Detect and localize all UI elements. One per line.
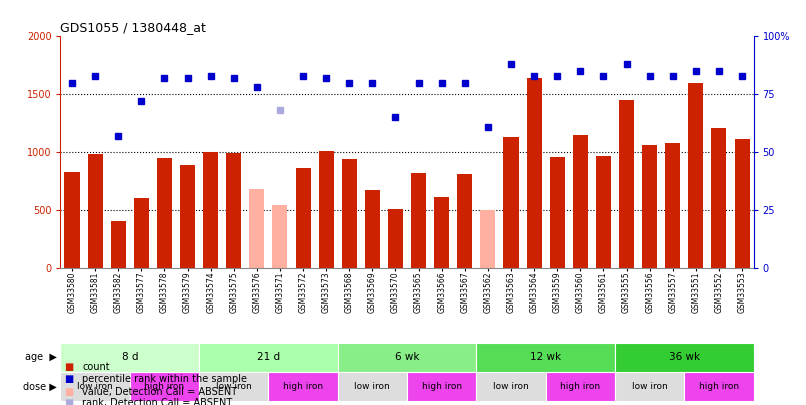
Text: GDS1055 / 1380448_at: GDS1055 / 1380448_at	[60, 21, 206, 34]
Bar	[734, 139, 750, 268]
Text: low iron: low iron	[216, 382, 251, 391]
Text: high iron: high iron	[283, 382, 323, 391]
Bar	[596, 156, 611, 268]
Bar	[365, 190, 380, 268]
Bar	[199, 372, 268, 401]
Text: high iron: high iron	[422, 382, 462, 391]
Bar	[249, 189, 264, 268]
Bar	[407, 372, 476, 401]
Text: age  ▶: age ▶	[24, 352, 56, 362]
Text: ■: ■	[64, 387, 73, 396]
Text: 6 wk: 6 wk	[395, 352, 419, 362]
Text: 8 d: 8 d	[122, 352, 138, 362]
Bar	[110, 222, 126, 268]
Bar	[60, 343, 199, 372]
Bar	[615, 343, 754, 372]
Bar	[272, 205, 288, 268]
Text: high iron: high iron	[560, 382, 600, 391]
Bar	[526, 78, 542, 268]
Text: ■: ■	[64, 362, 73, 371]
Bar	[550, 157, 565, 268]
Bar	[180, 165, 195, 268]
Bar	[268, 372, 338, 401]
Bar	[296, 168, 310, 268]
Bar	[504, 137, 518, 268]
Text: low iron: low iron	[632, 382, 667, 391]
Text: ■: ■	[64, 398, 73, 405]
Bar	[546, 372, 615, 401]
Bar	[60, 372, 130, 401]
Bar	[684, 372, 754, 401]
Text: high iron: high iron	[144, 382, 185, 391]
Text: rank, Detection Call = ABSENT: rank, Detection Call = ABSENT	[82, 398, 232, 405]
Bar	[157, 158, 172, 268]
Bar	[134, 198, 149, 268]
Text: dose ▶: dose ▶	[23, 382, 56, 391]
Bar	[480, 210, 496, 268]
Bar	[338, 343, 476, 372]
Text: low iron: low iron	[493, 382, 529, 391]
Bar	[642, 145, 657, 268]
Bar	[615, 372, 684, 401]
Text: 21 d: 21 d	[257, 352, 280, 362]
Text: ■: ■	[64, 375, 73, 384]
Bar	[476, 343, 615, 372]
Bar	[64, 172, 80, 268]
Text: percentile rank within the sample: percentile rank within the sample	[82, 375, 247, 384]
Bar	[712, 128, 726, 268]
Bar	[619, 100, 634, 268]
Bar	[342, 159, 357, 268]
Bar	[203, 152, 218, 268]
Bar	[573, 135, 588, 268]
Bar	[411, 173, 426, 268]
Bar	[199, 343, 338, 372]
Text: high iron: high iron	[699, 382, 739, 391]
Text: count: count	[82, 362, 110, 371]
Text: low iron: low iron	[77, 382, 113, 391]
Text: 36 wk: 36 wk	[669, 352, 700, 362]
Text: value, Detection Call = ABSENT: value, Detection Call = ABSENT	[82, 387, 237, 396]
Text: low iron: low iron	[355, 382, 390, 391]
Bar	[338, 372, 407, 401]
Bar	[130, 372, 199, 401]
Bar	[457, 174, 472, 268]
Bar	[226, 153, 241, 268]
Text: 12 wk: 12 wk	[530, 352, 561, 362]
Bar	[388, 209, 403, 268]
Bar	[476, 372, 546, 401]
Bar	[88, 154, 102, 268]
Bar	[688, 83, 704, 268]
Bar	[434, 196, 449, 268]
Bar	[665, 143, 680, 268]
Bar	[318, 151, 334, 268]
